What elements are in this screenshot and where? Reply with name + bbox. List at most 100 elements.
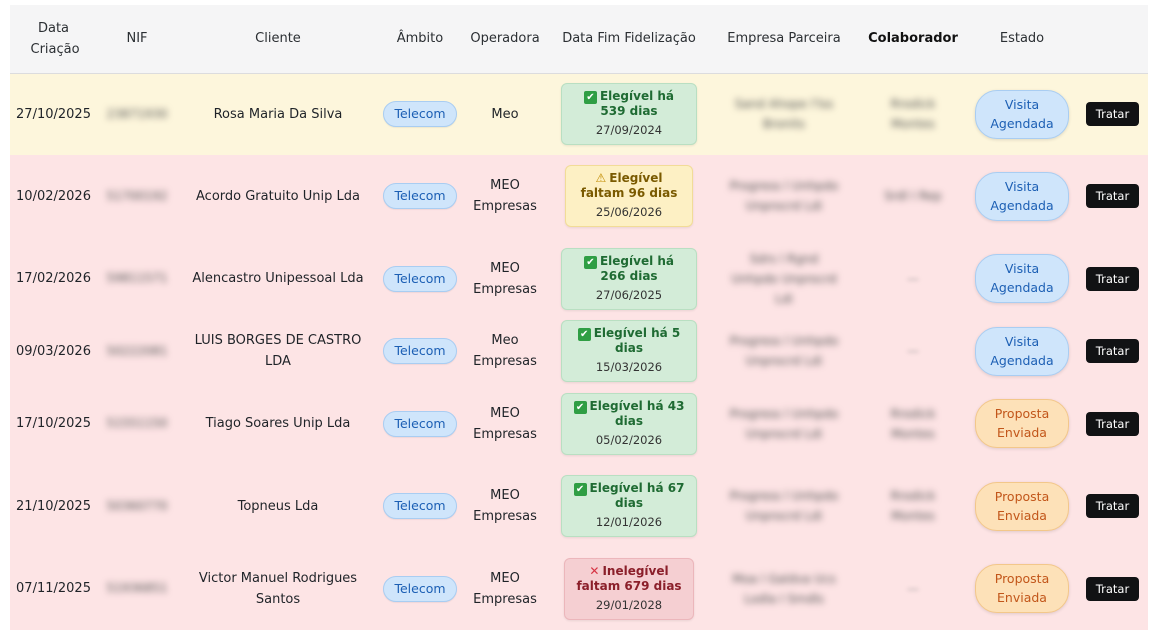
table-row[interactable]: 09/03/2026 50222081 LUIS BORGES DE CASTR… [10,320,1148,382]
cell-colaborador: Rrodick Montes [890,406,936,441]
tratar-button[interactable]: Tratar [1085,102,1140,127]
table-row[interactable]: 17/10/2025 51551150 Tiago Soares Unip Ld… [10,382,1148,465]
cell-colaborador: — [907,344,919,358]
estado-badge[interactable]: Visita Agendada [975,171,1069,221]
check-box-icon: ✔ [583,255,597,269]
cell-ambito: Telecom [379,465,461,547]
header-operadora[interactable]: Operadora [470,31,540,47]
table-row[interactable]: 21/10/2025 50360770 Topneus Lda Telecom … [10,465,1148,547]
cell-estado: Proposta Enviada [967,547,1077,630]
cell-data-fim: ✔ Elegível há 539 dias 27/09/2024 [549,73,709,155]
header-estado[interactable]: Estado [999,31,1045,47]
ambito-badge: Telecom [383,183,457,209]
tratar-button[interactable]: Tratar [1085,184,1140,208]
cell-actions: Tratar [1077,237,1148,320]
cell-empresa: Progress l Unhpdo Unprocrd Ldi [729,179,839,213]
check-box-icon: ✔ [573,483,587,496]
ambito-badge: Telecom [383,101,457,128]
cell-data-criacao: 17/10/2025 [16,416,91,431]
header-colaborador[interactable]: Colaborador [868,31,958,47]
tratar-button[interactable]: Tratar [1085,411,1140,436]
eligibility-badge: ✕ Inelegível faltam 679 dias 29/01/2028 [564,557,694,620]
cell-data-fim: ✔ Elegível há 67 dias 12/01/2026 [549,465,709,547]
cell-data-criacao: 10/02/2026 [16,188,91,204]
cell-estado: Visita Agendada [967,155,1077,237]
cell-colaborador: Rrodick Montes [890,97,936,132]
header-empresa[interactable]: Empresa Parceira [727,31,841,47]
estado-badge[interactable]: Visita Agendada [975,89,1069,139]
cell-data-fim: ✔ Elegível há 5 dias 15/03/2026 [549,320,709,382]
warning-icon: ⚠ [595,171,607,185]
header-nif[interactable]: NIF [126,31,148,47]
leads-table: Data Criação NIF Cliente Âmbito Operador… [10,5,1148,630]
cell-colaborador: — [907,581,919,596]
eligibility-badge: ✔ Elegível há 5 dias 15/03/2026 [561,320,697,382]
cell-ambito: Telecom [379,320,461,382]
leads-table-container: Data Criação NIF Cliente Âmbito Operador… [10,5,1148,630]
header-cliente[interactable]: Cliente [255,31,301,47]
tratar-button[interactable]: Tratar [1085,494,1140,518]
cell-data-criacao: 27/10/2025 [16,106,91,122]
cell-operadora: MEO Empresas [473,488,537,524]
header-data-fim[interactable]: Data Fim Fidelização [562,31,696,47]
ambito-badge: Telecom [383,338,457,364]
estado-badge[interactable]: Proposta Enviada [975,481,1069,531]
header-actions [1077,5,1148,73]
cell-cliente: Tiago Soares Unip Lda [205,416,351,431]
tratar-button[interactable]: Tratar [1085,576,1140,601]
cell-data-criacao: 09/03/2026 [16,343,91,359]
cell-data-fim: ✕ Inelegível faltam 679 dias 29/01/2028 [549,547,709,630]
estado-badge[interactable]: Proposta Enviada [975,564,1069,613]
cell-data-criacao: 17/02/2026 [16,271,91,286]
tratar-button[interactable]: Tratar [1085,266,1140,291]
ambito-badge: Telecom [383,265,457,292]
cell-actions: Tratar [1077,547,1148,630]
cell-ambito: Telecom [379,547,461,630]
cell-empresa: Sdrs l Rgnd Unhpdo Unprocrd Ldi [731,251,837,306]
cell-nif: 23871930 [106,106,168,121]
cell-operadora: Meo [491,106,519,122]
cell-actions: Tratar [1077,382,1148,465]
table-row[interactable]: 27/10/2025 23871930 Rosa Maria Da Silva … [10,73,1148,155]
eligibility-badge: ✔ Elegível há 539 dias 27/09/2024 [561,83,697,146]
cell-cliente: Topneus Lda [237,498,319,514]
cross-icon: ✕ [589,563,600,578]
cell-operadora: MEO Empresas [473,178,537,214]
cell-cliente: Acordo Gratuito Unip Lda [196,188,360,204]
table-row[interactable]: 17/02/2026 59811571 Alencastro Unipessoa… [10,237,1148,320]
eligibility-badge: ✔ Elegível há 67 dias 12/01/2026 [561,475,697,537]
eligibility-badge: ✔ Elegível há 43 dias 05/02/2026 [561,392,697,455]
estado-badge[interactable]: Visita Agendada [975,326,1069,376]
estado-badge[interactable]: Proposta Enviada [975,399,1069,448]
cell-estado: Visita Agendada [967,237,1077,320]
cell-nif: 51936851 [106,581,168,595]
table-row[interactable]: 07/11/2025 51936851 Victor Manuel Rodrig… [10,547,1148,630]
cell-actions: Tratar [1077,73,1148,155]
ambito-badge: Telecom [383,493,457,519]
cell-empresa: Progress l Unhpdo Unprocrd Ldi [729,334,839,368]
estado-badge[interactable]: Visita Agendada [975,254,1069,303]
cell-nif: 51700192 [106,188,168,203]
check-box-icon: ✔ [577,328,591,341]
cell-actions: Tratar [1077,465,1148,547]
header-ambito[interactable]: Âmbito [396,31,444,47]
cell-operadora: MEO Empresas [473,570,537,607]
cell-estado: Visita Agendada [967,320,1077,382]
ambito-badge: Telecom [383,410,457,437]
cell-empresa: Progress l Unhpdo Unprocrd Ldi [729,406,839,441]
check-box-icon: ✔ [573,400,587,414]
cell-data-criacao: 21/10/2025 [16,498,91,514]
eligibility-badge: ✔ Elegível há 266 dias 27/06/2025 [561,247,697,310]
tratar-button[interactable]: Tratar [1085,339,1140,363]
header-data-criacao[interactable]: Data Criação [30,20,80,57]
cell-empresa: Moa l Galdva Ucs Lodla I Smdls [732,571,836,606]
table-header: Data Criação NIF Cliente Âmbito Operador… [10,5,1148,73]
cell-operadora: MEO Empresas [473,405,537,442]
cell-estado: Proposta Enviada [967,382,1077,465]
table-row[interactable]: 10/02/2026 51700192 Acordo Gratuito Unip… [10,155,1148,237]
cell-nif: 50360770 [106,498,168,513]
cell-nif: 50222081 [106,343,168,358]
cell-data-criacao: 07/11/2025 [16,581,91,596]
cell-ambito: Telecom [379,237,461,320]
cell-ambito: Telecom [379,155,461,237]
